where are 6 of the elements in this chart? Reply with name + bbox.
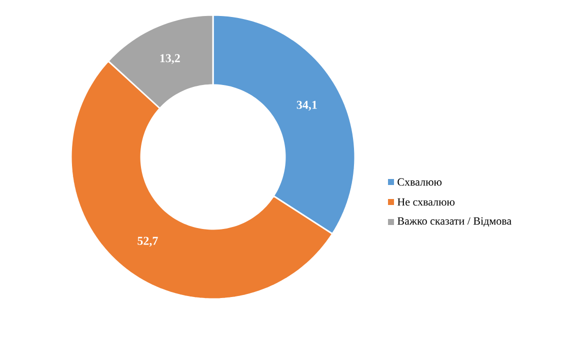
data-label: 13,2 [160,54,180,64]
data-label: 52,7 [138,236,158,247]
legend-label: Важко сказати / Відмова [398,217,512,227]
legend-label: Не схвалюю [398,198,455,206]
data-label: 34,1 [296,100,317,111]
legend-label: Схвалюю [398,178,442,186]
